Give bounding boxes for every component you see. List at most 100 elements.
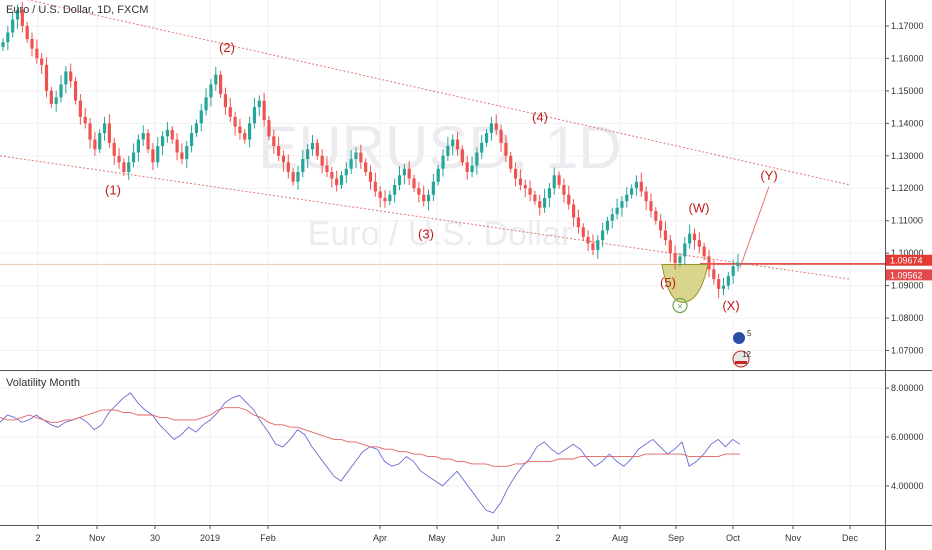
candle-body — [654, 210, 658, 221]
candle-body — [504, 142, 508, 156]
candle-body — [692, 233, 697, 241]
price-tick-label: 1.16000 — [891, 53, 924, 63]
candle-body — [127, 162, 131, 173]
price-badge-current-label: 1.09674 — [890, 256, 923, 266]
candle-body — [122, 162, 126, 173]
candle-body — [214, 74, 218, 85]
candle-body — [325, 165, 329, 173]
volatility-series-red — [0, 407, 740, 467]
grid — [0, 0, 885, 525]
candle-body — [189, 133, 194, 147]
candle-body — [417, 188, 421, 195]
zone-marker-circle — [672, 297, 688, 314]
time-tick-label: May — [428, 533, 446, 543]
candle-body — [591, 243, 595, 250]
event-icon-eu: 5 — [733, 329, 752, 344]
candle-body — [262, 100, 266, 121]
candle-body — [625, 194, 629, 202]
candle-body — [393, 185, 397, 195]
candle-body — [98, 133, 102, 150]
candle-body — [248, 123, 252, 140]
candle-body — [165, 129, 170, 137]
candle-body — [223, 94, 228, 108]
candle-body — [620, 201, 624, 208]
candle-body — [141, 133, 145, 140]
projection-line — [739, 186, 770, 268]
time-tick-label: Nov — [785, 533, 802, 543]
candle-body — [15, 9, 20, 20]
candle-body — [257, 100, 261, 108]
price-pane-bg — [0, 0, 885, 370]
time-tick-label: 2 — [35, 533, 40, 543]
candle-body — [320, 155, 324, 166]
candle-body — [446, 146, 450, 156]
event-count-label: 5 — [747, 329, 752, 338]
candle-body — [64, 71, 68, 85]
candle-body — [702, 246, 706, 257]
candle-body — [547, 188, 552, 198]
candle-body — [170, 129, 174, 140]
candle-body — [663, 230, 668, 241]
zone-marker-x: × — [677, 302, 683, 313]
candle-body — [199, 110, 203, 124]
candle-body — [291, 172, 295, 182]
candle-body — [93, 139, 97, 150]
candle-body — [596, 240, 600, 250]
price-tick-label: 1.10000 — [891, 248, 924, 258]
price-tick-label: 1.07000 — [891, 346, 924, 356]
price-axis[interactable]: 1.17000 1.16000 1.15000 1.14000 1.13000 1.120… — [885, 21, 924, 356]
symbol-title[interactable]: Euro / U.S. Dollar, 1D, FXCM — [6, 4, 149, 16]
candle-body — [475, 152, 479, 166]
candle-body — [272, 136, 276, 147]
candle-body — [156, 146, 160, 163]
candle-body — [330, 172, 334, 179]
time-tick-label: Aug — [612, 533, 628, 543]
wave-label: (1) — [105, 183, 121, 198]
candle-body — [542, 197, 547, 208]
upper-channel-line — [26, 0, 851, 186]
candle-body — [112, 142, 116, 156]
candle-body — [668, 240, 672, 254]
candle-body — [335, 178, 339, 185]
us-flag-stripe — [735, 361, 747, 364]
candle-body — [451, 139, 455, 147]
candle-body — [180, 152, 184, 160]
candle-body — [678, 256, 682, 263]
candle-body — [344, 168, 348, 176]
wave-labels: (1) (2) (4) (3) (5) (W) (X) (Y) — [105, 40, 778, 313]
price-tick-label: 1.17000 — [891, 21, 924, 31]
time-axis[interactable]: 2 Nov 30 2019 Feb Apr May Jun 2 Aug Sep Oct Nov Dec — [35, 525, 858, 543]
candle-body — [470, 165, 474, 173]
candle-body — [436, 168, 440, 182]
candle-body — [422, 194, 426, 202]
candle-body — [209, 84, 213, 98]
candle-body — [233, 116, 237, 127]
watermark-name: Euro / U.S. Dollar — [308, 215, 573, 253]
indicator-axis[interactable]: 8.00000 6.00000 4.00000 — [885, 383, 924, 491]
candle-body — [639, 181, 643, 192]
candle-body — [499, 129, 503, 143]
candle-body — [301, 159, 305, 173]
indicator-tick-label: 8.00000 — [891, 383, 924, 393]
price-tick-label: 1.09000 — [891, 281, 924, 291]
time-tick-label: 30 — [150, 533, 160, 543]
candle-body — [538, 201, 542, 208]
indicator-title[interactable]: Volatility Month — [6, 377, 80, 389]
candle-body — [117, 155, 121, 163]
candle-body — [228, 107, 232, 117]
candle-body — [397, 175, 402, 185]
candle-body — [310, 142, 315, 150]
candle-body — [243, 133, 247, 140]
candle-body — [1, 42, 5, 48]
candle-body — [238, 126, 242, 134]
candle-body — [368, 172, 373, 182]
candle-body — [204, 97, 208, 111]
wave-label: (W) — [689, 201, 710, 216]
candle-body — [252, 107, 257, 124]
wave-label: (3) — [418, 227, 434, 242]
indicator-tick-label: 6.00000 — [891, 432, 924, 442]
candle-body — [40, 58, 44, 65]
candle-body — [107, 123, 111, 143]
event-icons[interactable]: 5 12 — [732, 329, 752, 368]
candle-body — [581, 227, 585, 237]
